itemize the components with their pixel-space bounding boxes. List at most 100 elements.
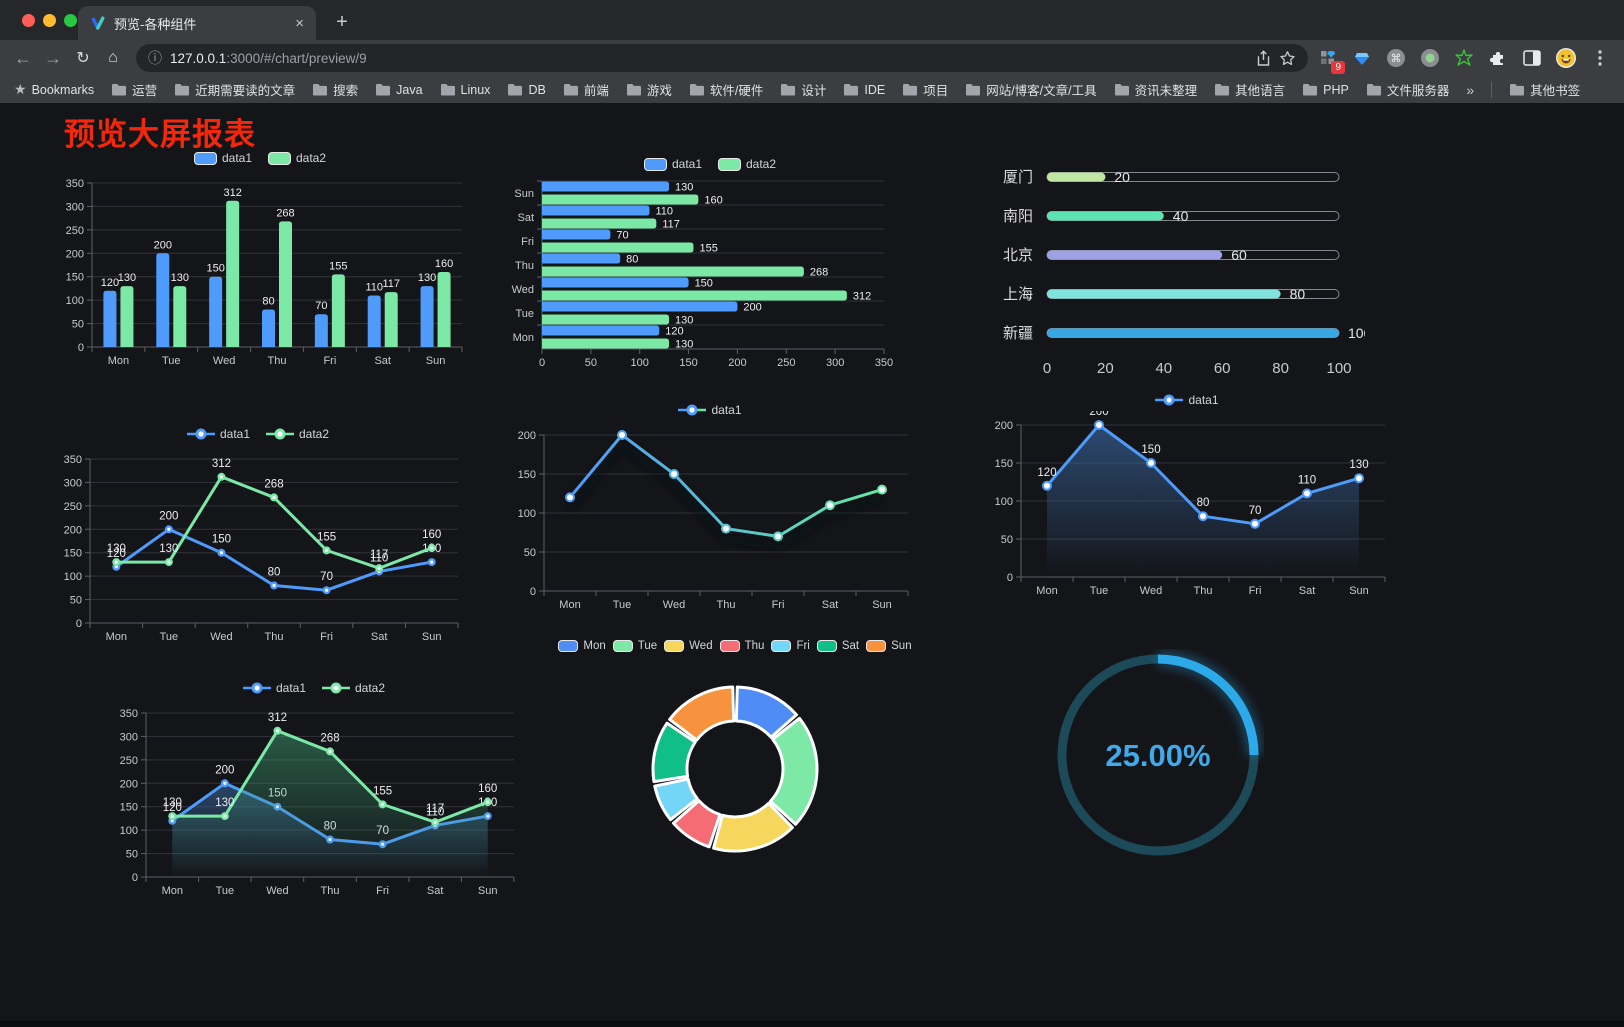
- svg-text:350: 350: [875, 357, 893, 369]
- c6-canvas[interactable]: 0 50 100 150 200 Mon Tue Wed Thu Fri Sat Sun 120 200 1…: [975, 411, 1399, 605]
- bookmark-star-icon[interactable]: [1279, 50, 1296, 67]
- tab-title: 预览-各种组件: [114, 16, 197, 32]
- diamond-extension-icon[interactable]: [1350, 46, 1374, 70]
- progress-bar-chart: 厦门 20 南阳 40 北京 60 上海 80 新疆 100 0 20 40 60 80 100: [985, 155, 1365, 393]
- bookmarks-manager[interactable]: ★ Bookmarks: [14, 81, 94, 98]
- pie-slice-Sat[interactable]: [651, 721, 697, 784]
- new-tab-button[interactable]: +: [336, 10, 348, 33]
- legend-item-data2[interactable]: data2: [718, 157, 776, 171]
- legend-item-Tue[interactable]: Tue: [612, 640, 657, 652]
- svg-text:268: 268: [810, 267, 828, 279]
- page-title: 预览大屏报表: [64, 117, 256, 152]
- extensions-puzzle-icon[interactable]: [1486, 46, 1510, 70]
- legend-item-data1[interactable]: data1: [186, 427, 250, 441]
- legend-item-data1[interactable]: data1: [193, 151, 252, 165]
- c9-canvas[interactable]: 25.00%: [1052, 649, 1264, 867]
- bookmark-folder-网站/博客/文章/工具[interactable]: 网站/博客/文章/工具: [965, 80, 1097, 99]
- sidebar-toggle-icon[interactable]: [1520, 46, 1544, 70]
- reload-icon[interactable]: ↻: [76, 50, 90, 67]
- c1-canvas[interactable]: 0 50 100 150 200 250 300 350 Mon Tue Wed Thu Fri Sat S…: [48, 169, 472, 373]
- profile-avatar[interactable]: [1554, 46, 1578, 70]
- browser-menu-icon[interactable]: [1588, 46, 1612, 70]
- legend-item-Sat[interactable]: Sat: [816, 640, 859, 652]
- record-extension-icon[interactable]: [1418, 46, 1442, 70]
- legend-item-data1[interactable]: data1: [643, 157, 702, 171]
- share-icon[interactable]: [1256, 49, 1271, 67]
- svg-text:117: 117: [382, 278, 400, 290]
- legend-item-data2[interactable]: data2: [268, 151, 326, 165]
- address-bar[interactable]: ⓘ 127.0.0.1:3000/#/chart/preview/9: [136, 44, 1308, 72]
- legend-item-data1[interactable]: data1: [678, 403, 742, 417]
- site-info-icon[interactable]: ⓘ: [148, 50, 162, 66]
- legend-item-Fri[interactable]: Fri: [771, 640, 810, 652]
- legend-item-data1[interactable]: data1: [1155, 393, 1219, 407]
- svg-text:Wed: Wed: [210, 631, 232, 643]
- bookmark-folder-项目[interactable]: 项目: [902, 80, 948, 99]
- close-window-button[interactable]: [22, 14, 35, 27]
- bookmark-folder-游戏[interactable]: 游戏: [626, 80, 672, 99]
- svg-text:60: 60: [1231, 247, 1247, 263]
- bookmark-folder-Java[interactable]: Java: [375, 83, 423, 97]
- svg-text:Tue: Tue: [515, 308, 534, 320]
- legend-swatch: [643, 157, 667, 171]
- legend-item-data2[interactable]: data2: [266, 427, 329, 441]
- c2-canvas[interactable]: 0 50 100 150 200 250 300 350 Mon Tue Wed Thu Fri Sat S…: [498, 175, 922, 375]
- pie-slice-Tue[interactable]: [768, 716, 819, 826]
- browser-tab[interactable]: 预览-各种组件 ×: [78, 6, 316, 40]
- two-series-line-chart: data1 data2 0 50 100 150 200 250 300 350 Mon Tue Wed…: [44, 423, 472, 651]
- bookmark-label: 项目: [923, 84, 949, 98]
- bookmark-folder-PHP[interactable]: PHP: [1302, 83, 1349, 97]
- green-star-extension-icon[interactable]: [1452, 46, 1476, 70]
- tab-close-icon[interactable]: ×: [295, 14, 304, 32]
- bookmark-folder-近期需要读的文章[interactable]: 近期需要读的文章: [174, 80, 295, 99]
- legend-item-data2[interactable]: data2: [322, 681, 385, 695]
- c4-canvas[interactable]: 0 50 100 150 200 250 300 350 Mon Tue Wed Thu Fri Sat S…: [44, 445, 472, 651]
- bookmark-folder-设计[interactable]: 设计: [780, 80, 826, 99]
- bookmark-folder-DB[interactable]: DB: [507, 83, 546, 97]
- c8-canvas[interactable]: [540, 657, 930, 897]
- c3-canvas[interactable]: 厦门 20 南阳 40 北京 60 上海 80 新疆 100 0 20 40 60 80 100: [985, 155, 1365, 393]
- legend-item-Mon[interactable]: Mon: [558, 640, 606, 652]
- svg-text:150: 150: [995, 458, 1013, 470]
- pie-slice-Wed[interactable]: [712, 801, 794, 853]
- bookmark-folder-软件/硬件[interactable]: 软件/硬件: [689, 80, 763, 99]
- svg-text:150: 150: [66, 272, 84, 284]
- back-icon[interactable]: ←: [14, 47, 32, 68]
- bookmarks-overflow-icon[interactable]: »: [1466, 81, 1475, 98]
- minimize-window-button[interactable]: [43, 14, 56, 27]
- legend-item-Sun[interactable]: Sun: [866, 640, 912, 652]
- svg-text:160: 160: [435, 258, 453, 270]
- bookmark-folder-前端[interactable]: 前端: [563, 80, 609, 99]
- c7-canvas[interactable]: 0 50 100 150 200 250 300 350 Mon Tue Wed Thu Fri Sat S…: [100, 699, 528, 905]
- legend-item-Thu[interactable]: Thu: [719, 640, 764, 652]
- svg-text:20: 20: [1114, 169, 1130, 185]
- svg-text:150: 150: [695, 278, 713, 290]
- bookmark-folder-搜索[interactable]: 搜索: [312, 80, 358, 99]
- svg-text:Sat: Sat: [427, 885, 444, 897]
- pie-slice-Mon[interactable]: [734, 685, 799, 739]
- other-bookmarks[interactable]: 其他书签: [1509, 80, 1580, 99]
- c5-canvas[interactable]: 0 50 100 150 200 Mon Tue Wed Thu Fri Sat Sun: [498, 421, 922, 619]
- folder-icon: [563, 84, 578, 96]
- home-icon[interactable]: ⌂: [108, 49, 118, 66]
- bookmark-folder-运营[interactable]: 运营: [111, 80, 157, 99]
- grid-extension-icon[interactable]: 9: [1316, 46, 1345, 74]
- pie-slice-Fri[interactable]: [653, 777, 699, 822]
- svg-text:Mon: Mon: [513, 332, 534, 344]
- pie-slice-Sun[interactable]: [668, 685, 736, 742]
- bookmark-folder-其他语言[interactable]: 其他语言: [1214, 80, 1285, 99]
- forward-icon[interactable]: →: [44, 47, 62, 68]
- zoom-window-button[interactable]: [64, 14, 77, 27]
- command-extension-icon[interactable]: ⌘: [1384, 46, 1408, 70]
- bookmark-label: Linux: [460, 82, 491, 97]
- pie-slice-Thu[interactable]: [671, 799, 722, 849]
- legend-item-Wed[interactable]: Wed: [664, 640, 713, 652]
- bookmark-folder-文件服务器[interactable]: 文件服务器: [1366, 80, 1449, 99]
- bookmark-folder-IDE[interactable]: IDE: [843, 83, 885, 97]
- bookmark-folder-资讯未整理[interactable]: 资讯未整理: [1114, 80, 1197, 99]
- svg-text:350: 350: [64, 454, 82, 466]
- bookmark-folder-Linux[interactable]: Linux: [440, 82, 491, 97]
- svg-text:Mon: Mon: [108, 355, 129, 367]
- bookmark-label: PHP: [1323, 82, 1349, 97]
- legend-item-data1[interactable]: data1: [242, 681, 306, 695]
